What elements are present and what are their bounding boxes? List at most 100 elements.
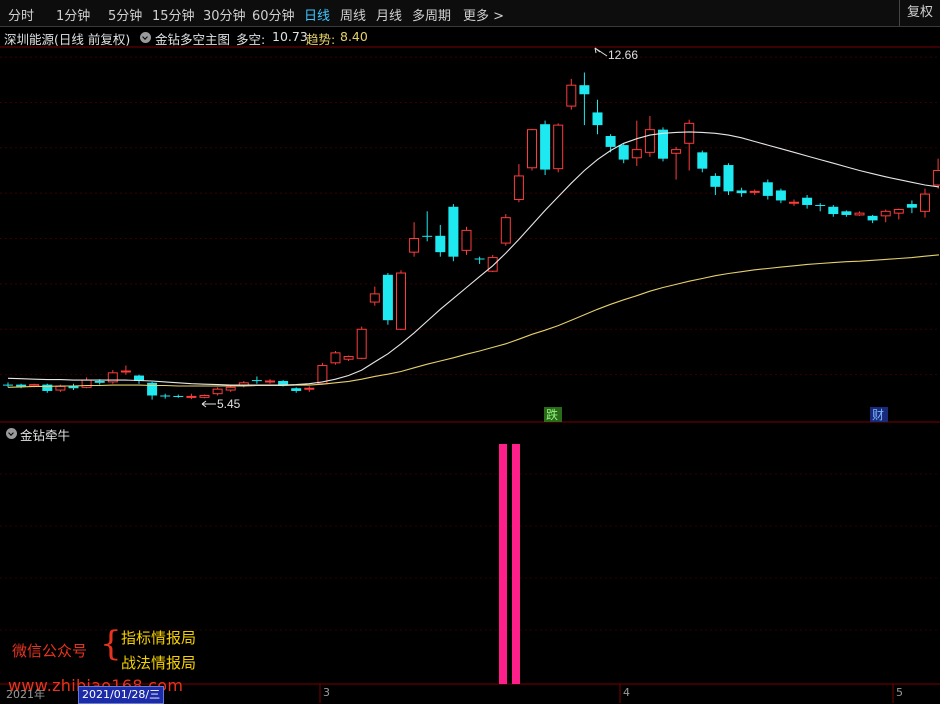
watermark-line2: 战法情报局 bbox=[121, 654, 197, 672]
chart-info-bar: 深圳能源(日线 前复权) 金钻多空主图 多空: 10.73 趋势: 8.40 bbox=[0, 27, 940, 47]
watermark-line1: 指标情报局 bbox=[121, 629, 197, 647]
candle-body bbox=[553, 124, 564, 170]
candle-body bbox=[173, 395, 184, 397]
candle-body bbox=[500, 217, 511, 244]
candle-body bbox=[186, 395, 197, 398]
candle-body bbox=[631, 149, 642, 159]
event-marker-cai[interactable]: 财 bbox=[872, 408, 884, 422]
candle-body bbox=[487, 257, 498, 272]
candle-body bbox=[841, 211, 852, 215]
duokong-value: 10.73 bbox=[272, 29, 308, 44]
candle-body bbox=[147, 382, 158, 396]
tab-monthly[interactable]: 月线 bbox=[376, 9, 403, 24]
axis-month-5: 5 bbox=[896, 686, 903, 699]
event-marker-bg bbox=[870, 407, 888, 422]
candle-body bbox=[55, 385, 66, 391]
candle-body bbox=[225, 386, 236, 391]
candle-body bbox=[304, 387, 315, 390]
watermark-brace: { bbox=[100, 624, 122, 664]
tab-multi-period[interactable]: 多周期 bbox=[412, 9, 452, 24]
candle-body bbox=[212, 388, 223, 395]
time-axis-ticks bbox=[319, 684, 894, 703]
candle-body bbox=[68, 385, 79, 389]
candle-body bbox=[251, 380, 262, 382]
candle-body bbox=[343, 355, 354, 360]
candle-body bbox=[461, 229, 472, 251]
candlestick-series bbox=[3, 72, 940, 400]
ma-long-line bbox=[7, 254, 939, 388]
axis-month-4: 4 bbox=[623, 686, 630, 699]
candle-body bbox=[540, 124, 551, 170]
duokong-label: 多空: bbox=[236, 32, 266, 47]
candle-body bbox=[396, 272, 406, 330]
candle-body bbox=[867, 215, 878, 221]
low-annotation: 5.45 bbox=[201, 397, 241, 411]
candle-body bbox=[658, 129, 668, 159]
candle-body bbox=[933, 169, 940, 186]
candle-body bbox=[81, 379, 92, 388]
candle-body bbox=[644, 129, 655, 153]
signal-bar bbox=[499, 444, 507, 684]
candle-body bbox=[566, 84, 577, 107]
candle-body bbox=[382, 274, 393, 321]
candle-body bbox=[618, 145, 629, 160]
tab-1min[interactable]: 1分钟 bbox=[56, 9, 91, 24]
candle-body bbox=[802, 197, 813, 205]
tab-5min[interactable]: 5分钟 bbox=[108, 9, 143, 24]
ma-short-line bbox=[7, 131, 939, 386]
candle-body bbox=[291, 388, 302, 391]
stock-title: 深圳能源(日线 前复权) bbox=[4, 32, 131, 47]
tab-daily[interactable]: 日线 bbox=[304, 9, 331, 24]
tab-fenshi[interactable]: 分时 bbox=[8, 9, 35, 24]
candle-body bbox=[605, 136, 616, 147]
candle-body bbox=[710, 175, 721, 187]
candle-body bbox=[94, 380, 105, 383]
candle-body bbox=[789, 201, 799, 204]
candle-body bbox=[474, 258, 485, 260]
event-marker-die[interactable]: 跌 bbox=[546, 407, 558, 422]
candle-body bbox=[592, 112, 603, 126]
tab-15min[interactable]: 15分钟 bbox=[152, 9, 195, 24]
axis-current-date: 2021/01/28/三 bbox=[78, 686, 165, 704]
restore-rights-button[interactable]: 复权 bbox=[899, 0, 940, 26]
watermark-wechat-label: 微信公众号 bbox=[12, 642, 88, 660]
trend-label: 趋势: bbox=[306, 32, 336, 47]
candle-body bbox=[906, 204, 917, 208]
more-button[interactable]: 更多 > bbox=[463, 9, 505, 24]
tab-60min[interactable]: 60分钟 bbox=[252, 9, 295, 24]
candle-body bbox=[697, 152, 708, 169]
indicator-panel-menu-icon[interactable] bbox=[6, 428, 17, 439]
tab-30min[interactable]: 30分钟 bbox=[203, 9, 246, 24]
candle-body bbox=[775, 190, 786, 201]
candle-body bbox=[409, 238, 420, 253]
high-label: 12.66 bbox=[608, 48, 638, 62]
signal-bars bbox=[499, 444, 520, 684]
trend-value: 8.40 bbox=[340, 29, 368, 44]
candle-body bbox=[736, 190, 747, 194]
event-marker-bg bbox=[544, 407, 562, 422]
indicator-menu-icon[interactable] bbox=[140, 32, 151, 43]
candle-body bbox=[29, 384, 40, 387]
tab-weekly[interactable]: 周线 bbox=[340, 9, 367, 24]
candle-body bbox=[120, 370, 131, 373]
candle-body bbox=[579, 85, 590, 95]
candle-body bbox=[723, 165, 734, 192]
candle-body bbox=[369, 293, 380, 303]
indicator-panel-title: 金钻牵牛 bbox=[20, 428, 71, 443]
candle-body bbox=[762, 182, 773, 196]
candle-body bbox=[422, 235, 433, 237]
candle-body bbox=[134, 375, 144, 381]
indicator-name[interactable]: 金钻多空主图 bbox=[155, 32, 231, 47]
candle-body bbox=[828, 206, 839, 215]
candle-body bbox=[199, 395, 210, 398]
candle-body bbox=[893, 209, 904, 214]
axis-month-3: 3 bbox=[323, 686, 330, 699]
chart-grid bbox=[0, 56, 940, 631]
candle-body bbox=[160, 395, 171, 397]
candle-body bbox=[448, 206, 459, 257]
candle-body bbox=[330, 352, 341, 364]
candle-body bbox=[278, 380, 289, 385]
high-annotation: 12.66 bbox=[594, 47, 638, 62]
candle-body bbox=[3, 384, 13, 386]
